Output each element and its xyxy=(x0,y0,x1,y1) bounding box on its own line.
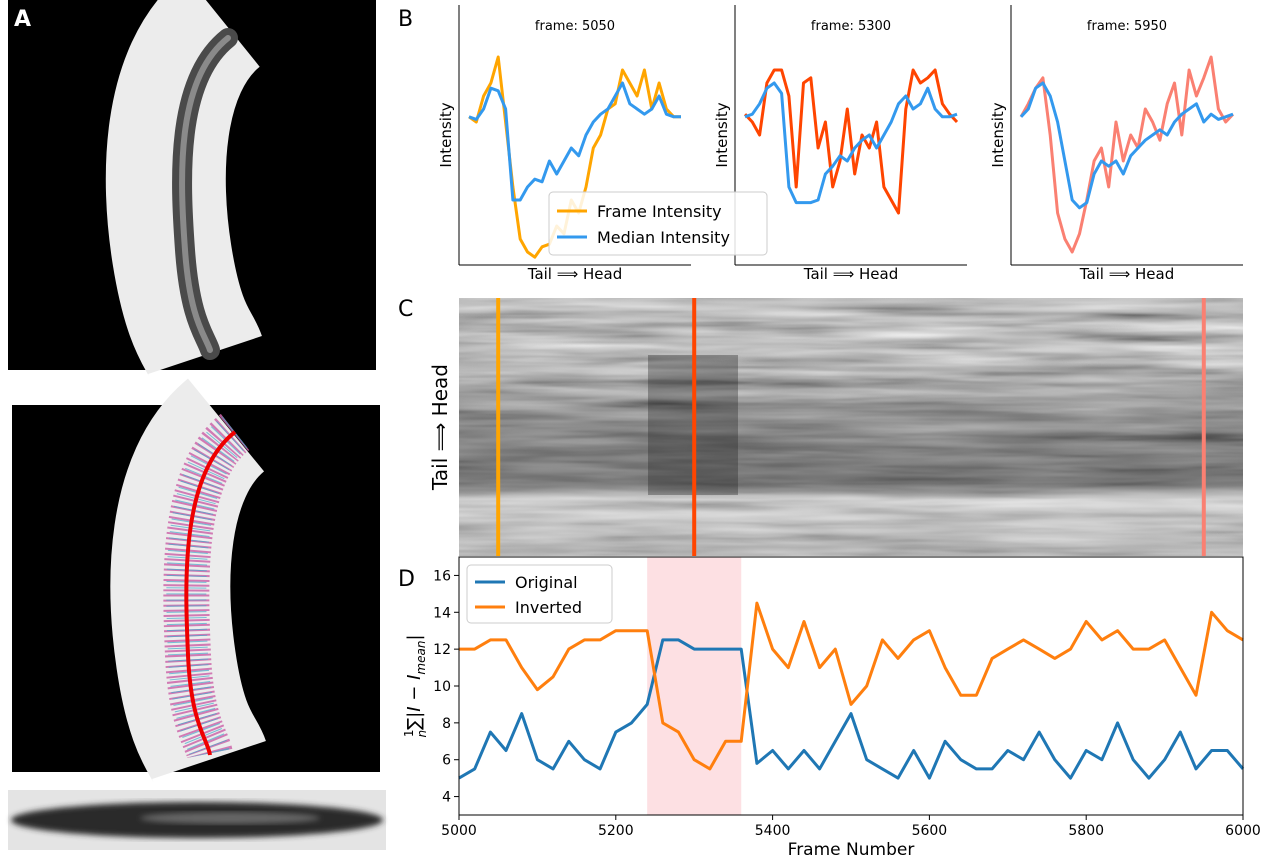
y-tick-label: 8 xyxy=(442,716,451,732)
y-tick-label: 10 xyxy=(433,679,451,695)
panel-label: B xyxy=(398,7,413,32)
worm-image xyxy=(8,0,376,370)
x-tick-label: 5400 xyxy=(755,823,791,839)
kymograph xyxy=(459,298,1243,556)
y-axis-label: Intensity xyxy=(713,102,731,167)
y-label-part: mean xyxy=(414,641,428,675)
y-tick-label: 4 xyxy=(442,790,451,806)
highlight-region xyxy=(647,557,741,815)
series-line xyxy=(459,640,1243,778)
x-tick-label: 5800 xyxy=(1068,823,1104,839)
x-axis-label: Tail ⟹ Head xyxy=(527,265,622,283)
worm-midline-image xyxy=(12,405,380,772)
y-axis-label: Intensity xyxy=(989,102,1007,167)
y-tick-label: 12 xyxy=(433,642,451,658)
panel-label: D xyxy=(398,567,415,592)
y-axis-label: Intensity xyxy=(437,102,455,167)
y-axis-label: 1n∑|I − Imean| xyxy=(402,634,429,737)
panel-label: A xyxy=(14,7,31,32)
x-axis-label: Tail ⟹ Head xyxy=(1079,265,1174,283)
subplot-title: frame: 5300 xyxy=(811,19,891,34)
y-tick-label: 6 xyxy=(442,753,451,769)
x-tick-label: 5600 xyxy=(912,823,948,839)
legend-label: Frame Intensity xyxy=(597,202,722,221)
y-label-part: | xyxy=(404,634,425,640)
y-tick-label: 16 xyxy=(433,568,451,584)
legend-label: Median Intensity xyxy=(597,228,730,247)
x-tick-label: 6000 xyxy=(1225,823,1261,839)
x-tick-label: 5200 xyxy=(598,823,634,839)
x-axis-label: Frame Number xyxy=(788,840,915,860)
subplot-title: frame: 5050 xyxy=(535,19,615,34)
y-tick-label: 14 xyxy=(433,605,451,621)
straightened-worm xyxy=(8,790,386,850)
y-axis-label: Tail ⟹ Head xyxy=(428,364,452,491)
legend-label: Inverted xyxy=(515,598,582,617)
figure: A B C D frame: 5050 Tail ⟹ Head Intensity f… xyxy=(0,0,1267,860)
legend-label: Original xyxy=(515,573,578,592)
panel-label: C xyxy=(398,297,413,322)
y-label-part: n xyxy=(415,730,429,738)
subplot-title: frame: 5950 xyxy=(1087,19,1167,34)
x-tick-label: 5000 xyxy=(441,823,477,839)
y-label-part: ∑|I − I xyxy=(404,675,425,730)
x-axis-label: Tail ⟹ Head xyxy=(803,265,898,283)
intensity-line xyxy=(1021,57,1233,252)
